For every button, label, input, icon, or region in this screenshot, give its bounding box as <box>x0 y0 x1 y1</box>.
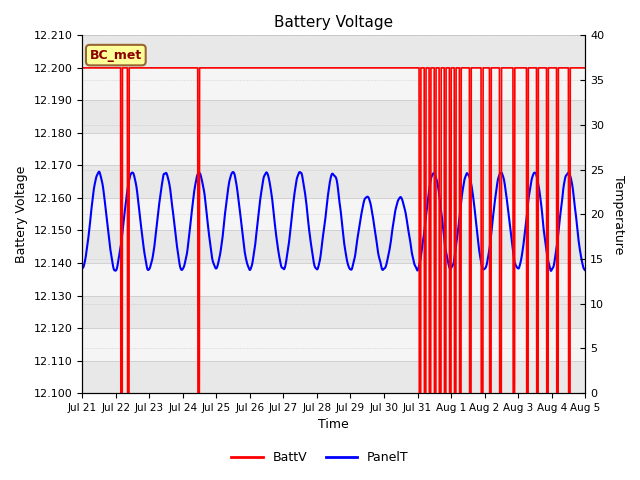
Title: Battery Voltage: Battery Voltage <box>274 15 393 30</box>
Bar <box>82 263 585 296</box>
Bar <box>82 296 585 328</box>
Bar <box>82 166 585 198</box>
Bar <box>82 36 585 68</box>
Y-axis label: Temperature: Temperature <box>612 175 625 254</box>
Bar <box>82 100 585 133</box>
Bar <box>82 198 585 230</box>
Bar <box>82 230 585 263</box>
Y-axis label: Battery Voltage: Battery Voltage <box>15 166 28 263</box>
X-axis label: Time: Time <box>318 419 349 432</box>
Bar <box>82 133 585 166</box>
Bar <box>82 328 585 360</box>
Text: BC_met: BC_met <box>90 48 142 61</box>
Legend: BattV, PanelT: BattV, PanelT <box>227 446 413 469</box>
Bar <box>82 360 585 393</box>
Bar <box>82 68 585 100</box>
